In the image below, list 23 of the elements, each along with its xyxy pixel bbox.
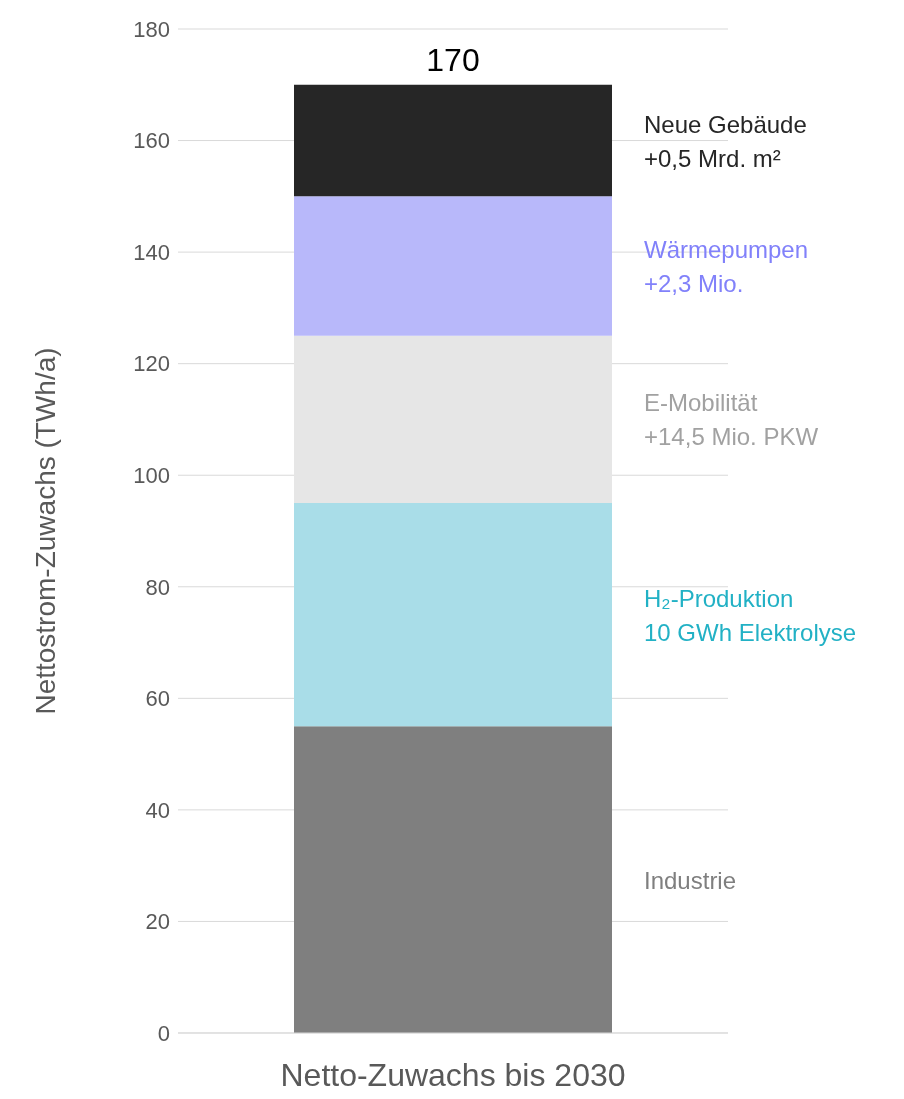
y-tick-label: 120 [133, 351, 170, 377]
bar [294, 196, 612, 336]
y-tick-label: 80 [145, 574, 170, 600]
y-axis-title: Nettostrom-Zuwachs (TWh/a) [29, 347, 61, 715]
y-tick-label: 100 [133, 463, 170, 489]
y-tick-label: 160 [133, 128, 170, 154]
series-label: H₂-Produktion 10 GWh Elektrolyse [644, 584, 857, 646]
series-label: Industrie [644, 866, 737, 894]
y-tick-label: 0 [157, 1020, 170, 1046]
y-tick-label: 180 [133, 16, 170, 42]
y-tick-label: 40 [145, 797, 170, 823]
bar [294, 503, 612, 727]
bar [294, 335, 612, 504]
series-label: E-Mobilität +14,5 Mio. PKW [644, 389, 819, 451]
y-tick-label: 140 [133, 239, 170, 265]
bar [294, 726, 612, 1033]
series-label: Wärmepumpen +2,3 Mio. [644, 236, 809, 298]
total-label: 170 [426, 41, 480, 78]
x-tick-label: Netto-Zuwachs bis 2030 [280, 1056, 626, 1093]
bar [294, 84, 612, 197]
series-label: Neue Gebäude +0,5 Mrd. m² [644, 110, 807, 172]
y-tick-label: 20 [145, 909, 170, 935]
y-tick-label: 60 [145, 686, 170, 712]
